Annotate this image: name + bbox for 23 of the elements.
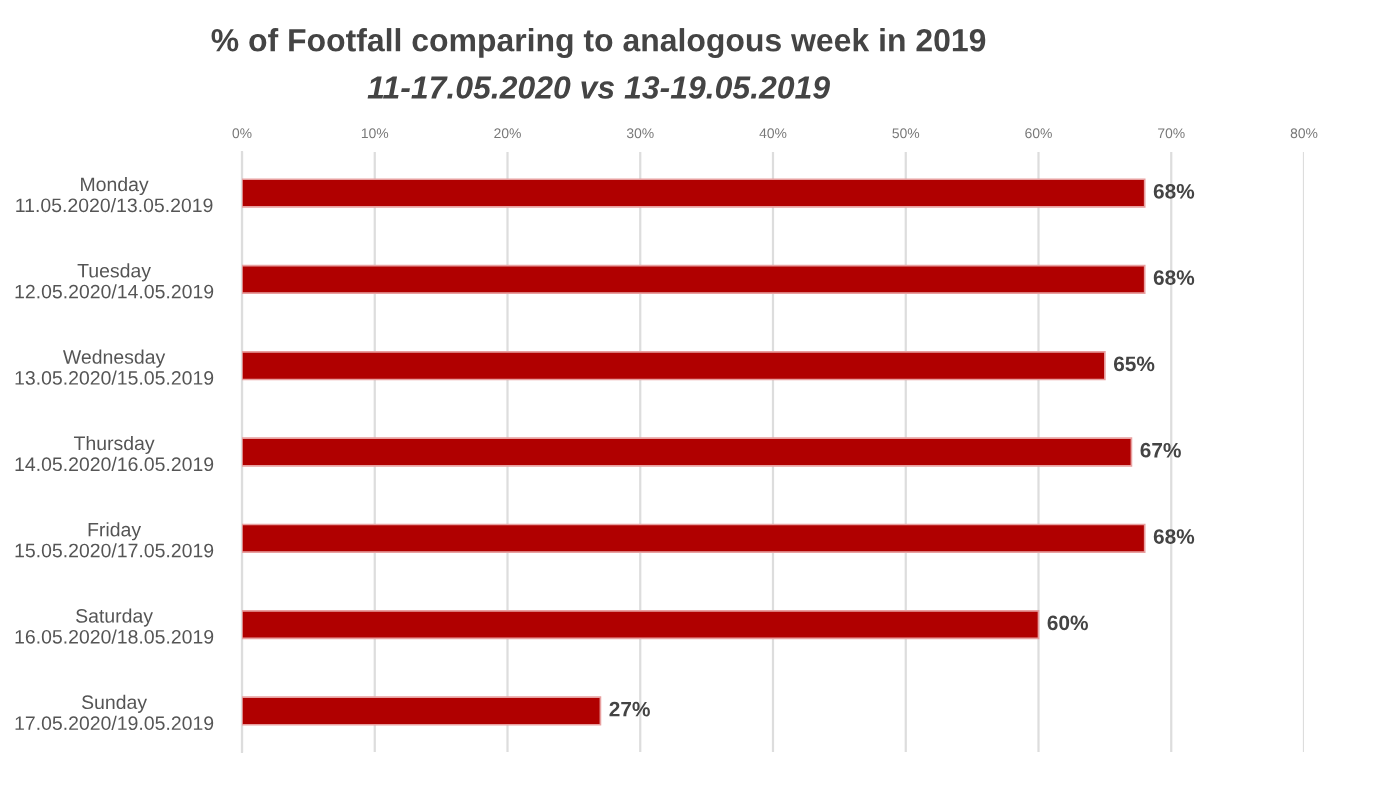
y-tick-label: Friday 15.05.2020/17.05.2019 [15, 522, 214, 558]
data-label: 68% [1153, 270, 1195, 285]
y-tick-label: Thursday 14.05.2020/16.05.2019 [15, 435, 214, 472]
bar [242, 437, 1133, 467]
chart-subtitle: 11-17.05.2020 vs 13-19.05.2019 [367, 76, 830, 99]
bar [242, 264, 1146, 295]
bar [242, 351, 1106, 381]
data-label: 60% [1047, 615, 1088, 631]
bar [242, 696, 602, 726]
y-tick-label: Wednesday 13.05.2020/15.05.2019 [15, 349, 214, 385]
bar [242, 609, 1040, 640]
bar [242, 523, 1146, 553]
y-tick-label: Saturday 16.05.2020/18.05.2019 [15, 608, 214, 644]
bar [242, 178, 1146, 208]
data-label: 68% [1153, 183, 1195, 199]
data-label: 67% [1140, 442, 1181, 458]
y-tick-label: Sunday 17.05.2020/19.05.2019 [15, 694, 214, 731]
y-tick-label: Tuesday 12.05.2020/14.05.2019 [15, 263, 214, 299]
data-label: 27% [609, 701, 650, 717]
data-label: 68% [1153, 529, 1195, 544]
chart-title: % of Footfall comparing to analogous week in 2019 [211, 28, 986, 58]
y-tick-label: Monday 11.05.2020/13.05.2019 [16, 176, 213, 213]
data-label: 65% [1113, 356, 1155, 372]
